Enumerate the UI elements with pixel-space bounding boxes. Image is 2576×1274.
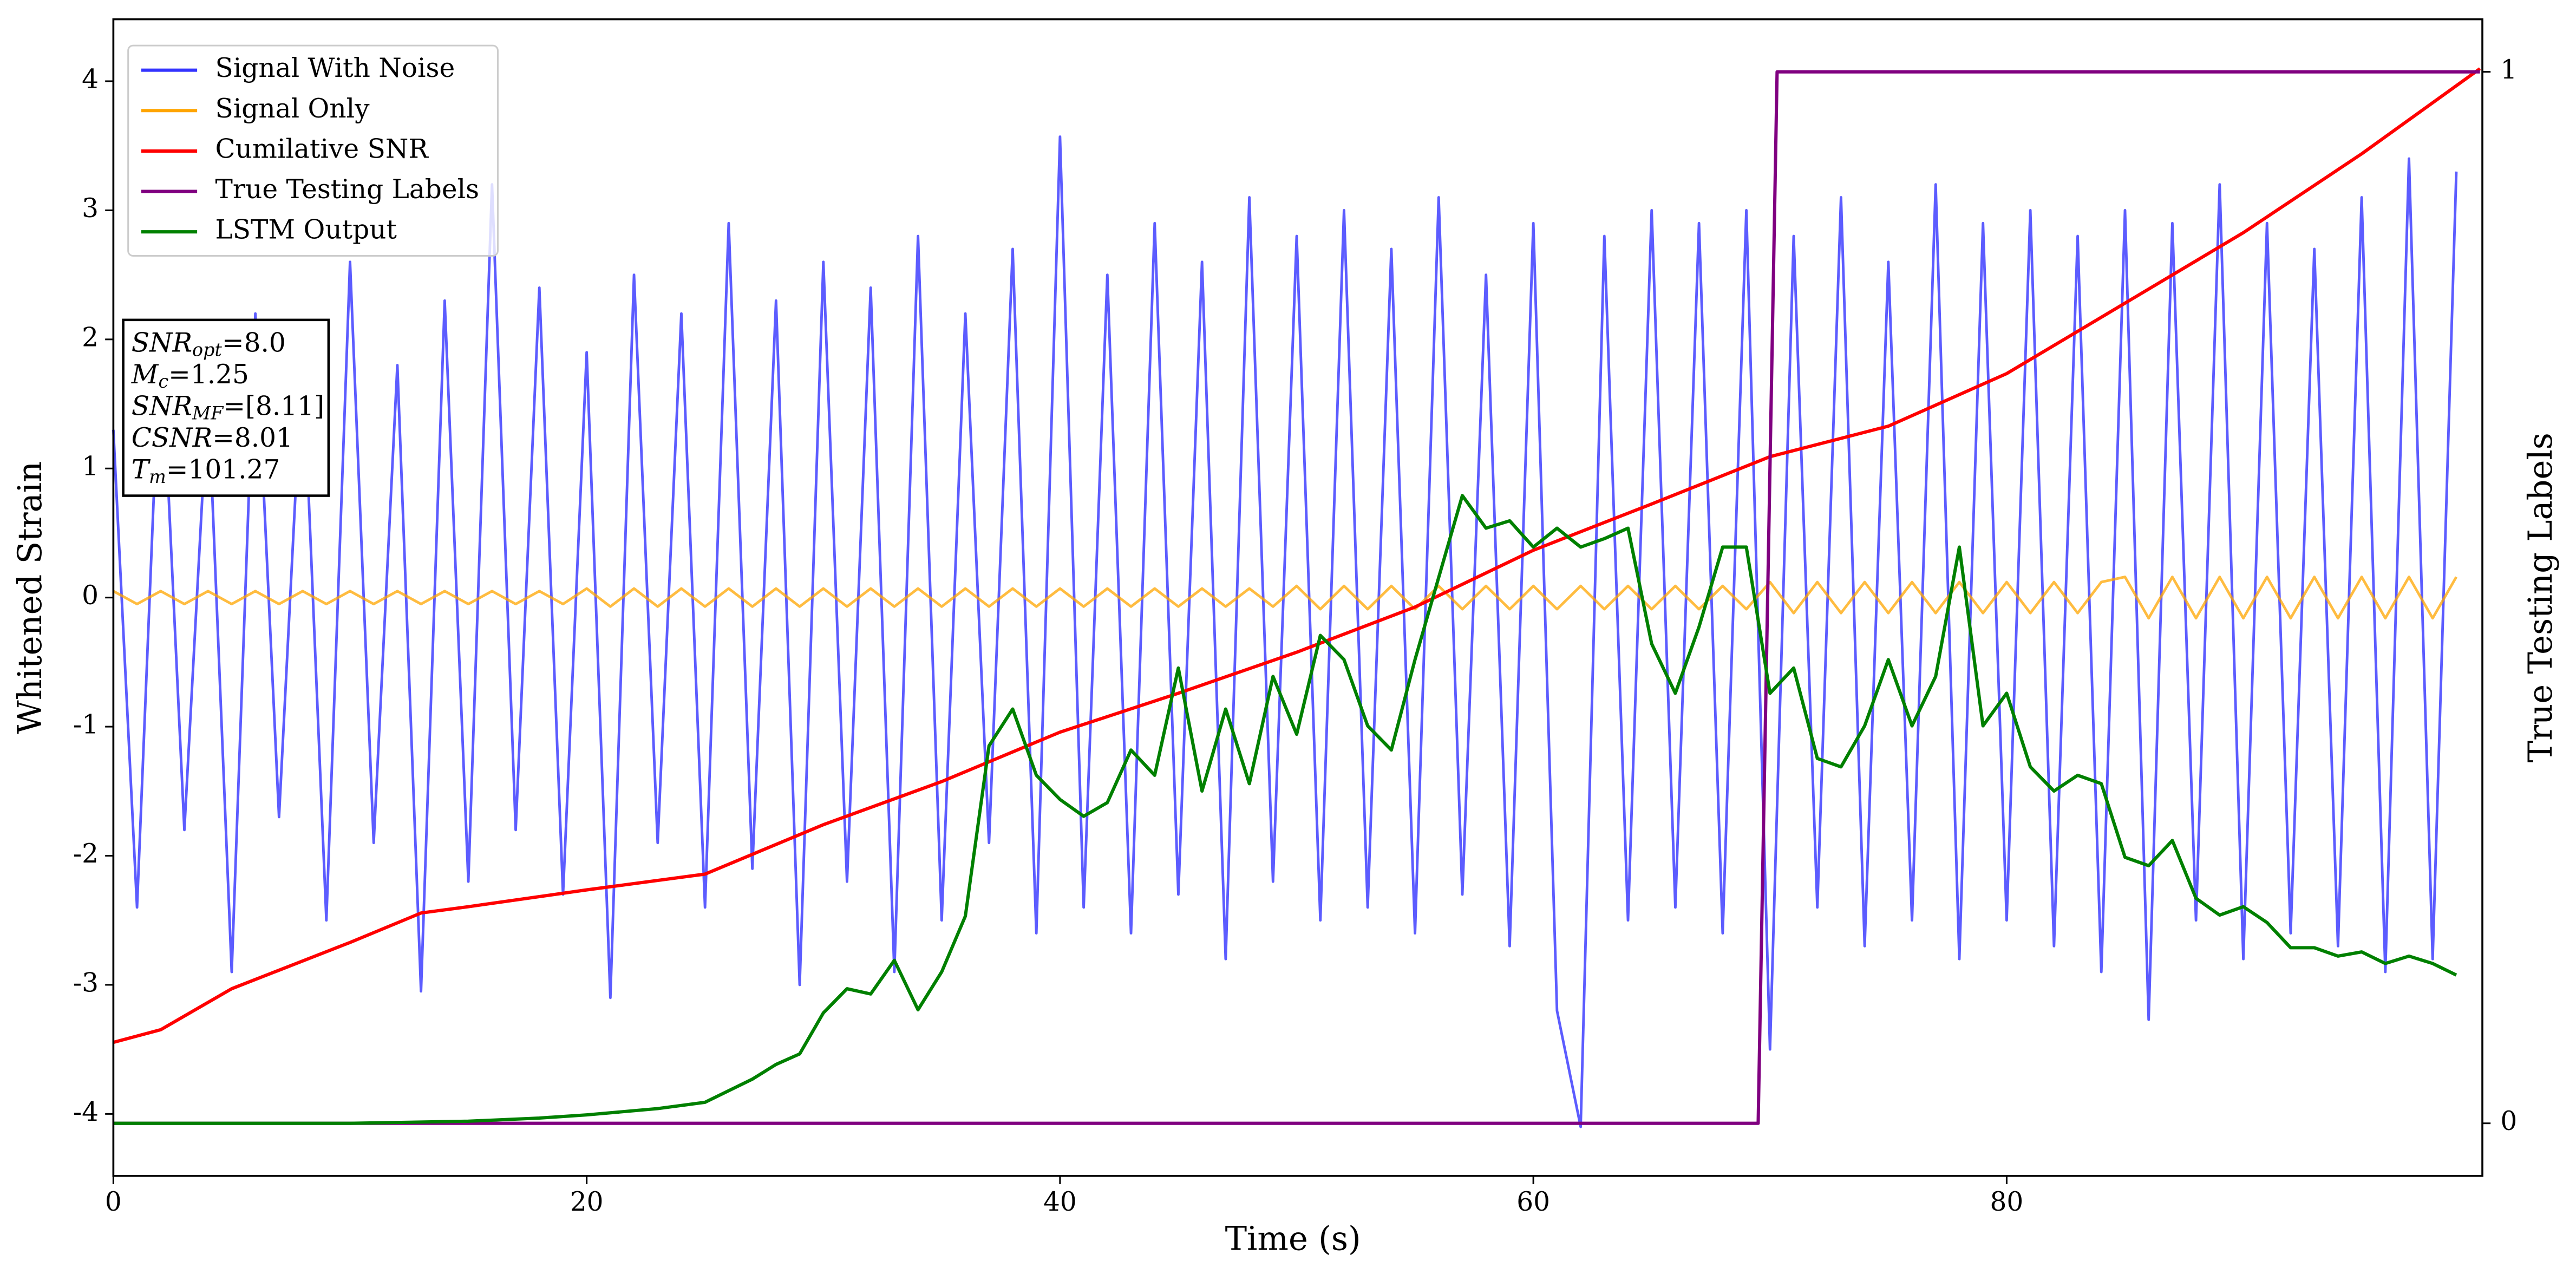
- annotation-box: [122, 318, 330, 497]
- annotation-subscript: MF: [192, 403, 224, 424]
- legend-label: True Testing Labels: [215, 174, 480, 205]
- x-tick-label: 0: [105, 1187, 122, 1217]
- annotation-subscript: m: [149, 466, 166, 487]
- annotation-line: SNRMF=[8.11]: [132, 391, 324, 424]
- series-line: [113, 494, 2457, 1125]
- legend: Signal With Noise Signal Only Cumilative S…: [127, 44, 499, 257]
- annotation-line: CSNR=8.01: [132, 423, 293, 453]
- y2-axis-label: True Testing Labels: [2522, 433, 2560, 762]
- y-tick-label: 3: [82, 193, 99, 224]
- y-tick-label: 4: [82, 64, 99, 94]
- y-axis-label: Whitened Strain: [11, 461, 49, 734]
- x-tick-label: 40: [1043, 1187, 1077, 1217]
- annotation-value: =101.27: [166, 454, 280, 485]
- annotation-symbol: M: [131, 359, 159, 389]
- series-line: [112, 135, 2458, 1128]
- annotation-symbol: CSNR: [132, 423, 212, 453]
- annotation-symbol: SNR: [132, 391, 192, 421]
- y-tick-label: 1: [82, 452, 99, 482]
- y-tick-label: -4: [73, 1097, 99, 1127]
- annotation-symbol: T: [132, 454, 151, 485]
- y2-tick-label: 1: [2500, 55, 2517, 85]
- legend-label: Signal Only: [215, 94, 370, 124]
- y2-tick-label: 0: [2500, 1106, 2517, 1136]
- x-tick-label: 60: [1516, 1187, 1550, 1217]
- series-line: [113, 70, 2480, 1125]
- series-line: [113, 67, 2481, 1044]
- legend-label: Signal With Noise: [215, 53, 455, 83]
- annotation-subscript: opt: [192, 339, 222, 361]
- x-tick-label: 20: [570, 1187, 604, 1217]
- annotation-symbol: SNR: [132, 328, 192, 358]
- annotation-line: Tm=101.27: [132, 454, 280, 487]
- legend-box: [127, 44, 499, 257]
- legend-label: LSTM Output: [215, 215, 397, 245]
- x-axis-label: Time (s): [1225, 1220, 1361, 1258]
- legend-label: Cumilative SNR: [215, 134, 429, 164]
- y-tick-label: 0: [82, 580, 99, 611]
- annotation-line: SNRopt=8.0: [132, 328, 286, 361]
- annotation-value: =1.25: [168, 359, 249, 389]
- annotation-value: =[8.11]: [223, 391, 324, 421]
- annotation-value: =8.01: [212, 423, 293, 453]
- annotation-subscript: c: [158, 371, 168, 392]
- x-tick-label: 80: [1990, 1187, 2024, 1217]
- y-tick-label: -1: [73, 710, 99, 740]
- y-tick-label: -3: [73, 968, 99, 998]
- annotation-line: Mc=1.25: [131, 359, 249, 392]
- annotation-value: =8.0: [222, 328, 286, 358]
- y-tick-label: -2: [73, 839, 99, 869]
- y-tick-label: 2: [82, 322, 99, 352]
- series-line: [113, 576, 2458, 620]
